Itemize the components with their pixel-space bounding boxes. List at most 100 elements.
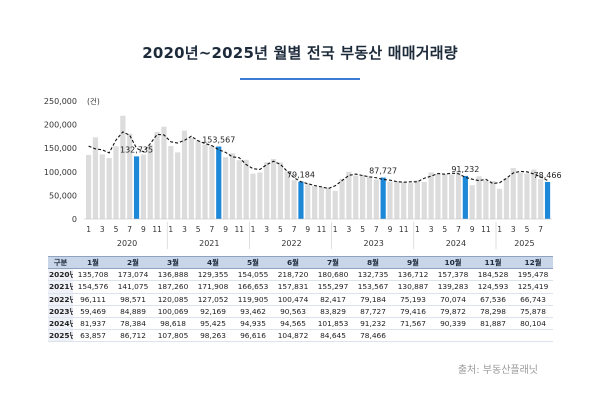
- month-tick-label: 5: [360, 225, 365, 234]
- bar: [469, 185, 475, 219]
- table-cell: [433, 329, 473, 343]
- table-cell: 107,805: [153, 329, 193, 343]
- table-cell: 84,645: [313, 329, 353, 343]
- value-annotation: 79,184: [287, 171, 315, 180]
- table-cell: 155,297: [313, 280, 353, 294]
- month-column-header: 7월: [313, 255, 353, 270]
- table-cell: 93,462: [233, 305, 273, 319]
- table-cell: 79,416: [393, 305, 433, 319]
- row-year-label: 2025년: [48, 329, 73, 343]
- bar: [318, 187, 325, 219]
- bar: [223, 157, 229, 219]
- table-cell: 154,055: [233, 268, 273, 282]
- source-credit: 출처: 부동산플래닛: [457, 365, 538, 376]
- table-cell: [473, 329, 513, 343]
- bar: [524, 173, 530, 219]
- table-cell: 92,169: [193, 305, 233, 319]
- table-cell: [393, 329, 433, 343]
- table-header: 구분 1월 2월 3월 4월 5월 6월 7월 8월 9월 10월 11월 12월: [48, 255, 553, 270]
- bar: [284, 171, 290, 219]
- value-annotation: 132,735: [120, 145, 153, 154]
- bar: [113, 146, 119, 219]
- month-column-header: 10월: [433, 255, 473, 270]
- table-cell: 80,104: [513, 317, 553, 331]
- month-tick-label: 7: [292, 225, 297, 234]
- table-cell: 90,563: [273, 305, 313, 319]
- bar: [373, 179, 379, 219]
- month-column-header: 11월: [473, 255, 513, 270]
- table-cell: 78,466: [353, 329, 393, 343]
- table-cell: 84,889: [113, 305, 153, 319]
- table-cell: 195,478: [513, 268, 553, 282]
- month-tick-label: 11: [317, 225, 327, 234]
- bar: [168, 146, 174, 219]
- table-cell: 87,727: [353, 305, 393, 319]
- bar: [401, 182, 407, 219]
- bar: [490, 181, 496, 219]
- table-cell: 98,618: [153, 317, 193, 331]
- month-tick-label: 5: [114, 225, 119, 234]
- table-cell: 135,708: [73, 268, 113, 282]
- table-cell: 141,075: [113, 280, 153, 294]
- table-cell: 98,571: [113, 293, 153, 306]
- bar: [435, 173, 441, 219]
- table-cell: 136,888: [153, 268, 193, 282]
- table-cell: 125,419: [513, 280, 553, 294]
- month-tick-label: 5: [525, 225, 530, 234]
- bar: [175, 152, 181, 219]
- value-annotation: 91,232: [451, 165, 479, 174]
- year-label: 2023: [364, 239, 384, 248]
- month-tick-label: 3: [264, 225, 269, 234]
- table-cell: 136,712: [393, 268, 433, 282]
- bar: [332, 190, 338, 219]
- table-row: 2021년154,576141,075187,260171,908166,653…: [48, 280, 553, 294]
- bar: [366, 176, 373, 219]
- table-cell: 83,829: [313, 305, 353, 319]
- month-column-header: 5월: [233, 255, 273, 270]
- table-cell: 71,567: [393, 317, 433, 331]
- table-cell: [513, 329, 553, 343]
- bar: [531, 169, 537, 219]
- month-tick-label: 5: [442, 225, 447, 234]
- bar: [181, 130, 188, 219]
- month-tick-label: 1: [415, 225, 420, 234]
- table-row: 2024년81,93778,38498,61895,42594,93594,56…: [48, 317, 553, 331]
- table-cell: 78,298: [473, 305, 513, 319]
- month-tick-label: 3: [347, 225, 352, 234]
- bar: [428, 172, 434, 219]
- bar: [140, 154, 146, 219]
- bar: [209, 145, 215, 219]
- month-tick-label: 1: [251, 225, 256, 234]
- bar: [517, 172, 523, 219]
- y-tick-label: 100,000: [44, 168, 77, 177]
- month-tick-label: 9: [141, 225, 146, 234]
- month-column-header: 6월: [273, 255, 313, 270]
- y-tick-label: 250,000: [44, 97, 77, 106]
- month-tick-label: 9: [470, 225, 475, 234]
- month-tick-label: 11: [481, 225, 491, 234]
- table-cell: 129,355: [193, 268, 233, 282]
- value-annotation: 78,466: [534, 171, 562, 180]
- table-row: 2025년63,85786,712107,80598,26396,616104,…: [48, 329, 553, 343]
- title-underline: [240, 78, 360, 80]
- bar: [161, 126, 167, 219]
- value-annotation: 87,727: [369, 167, 397, 176]
- row-year-label: 2021년: [48, 280, 73, 294]
- month-tick-label: 11: [399, 225, 409, 234]
- bar: [202, 144, 208, 219]
- table-cell: 180,680: [313, 268, 353, 282]
- table-cell: 75,878: [513, 305, 553, 319]
- bar: [394, 181, 400, 219]
- y-unit-label: (건): [87, 96, 100, 106]
- table-cell: 63,857: [73, 329, 113, 343]
- bar: [243, 159, 249, 219]
- bar: [407, 183, 414, 219]
- row-year-label: 2023년: [48, 305, 73, 319]
- month-tick-label: 1: [168, 225, 173, 234]
- table-cell: 94,935: [233, 317, 273, 331]
- bar: [476, 176, 482, 219]
- bar: [291, 180, 297, 219]
- bar: [236, 160, 242, 219]
- year-label: 2020: [117, 239, 137, 248]
- table-cell: 101,853: [313, 317, 353, 331]
